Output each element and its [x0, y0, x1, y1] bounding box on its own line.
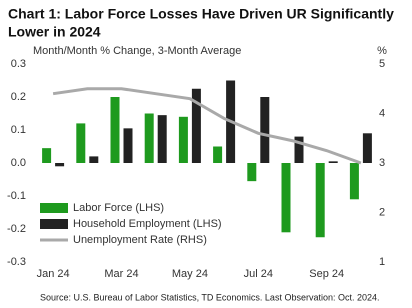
bar: [144, 113, 154, 163]
y-tick-label: 0.1: [11, 124, 26, 136]
bar: [55, 163, 65, 167]
legend-label: Labor Force (LHS): [73, 202, 164, 214]
chart-title: Chart 1: Labor Force Losses Have Driven …: [8, 6, 394, 22]
y-tick-label: -0.3: [7, 256, 26, 268]
x-tick-label: Jul 24: [244, 268, 273, 280]
x-tick-label: Jan 24: [37, 268, 70, 280]
y2-unit: %: [377, 45, 387, 57]
bar: [89, 156, 99, 163]
y-tick-label: 0.0: [11, 157, 26, 169]
legend-label: Household Employment (LHS): [73, 218, 222, 230]
bar: [123, 128, 133, 163]
bar: [213, 146, 223, 163]
line: [52, 87, 362, 165]
bar: [178, 116, 188, 163]
x-tick-label: Sep 24: [309, 268, 344, 280]
legend-label: Unemployment Rate (RHS): [73, 234, 207, 246]
y-tick-label: -0.2: [7, 223, 26, 235]
legend-swatch: [40, 203, 68, 213]
bar: [42, 148, 52, 163]
bar: [362, 133, 372, 163]
source: Source: U.S. Bureau of Labor Statistics,…: [40, 292, 380, 302]
legend-swatch: [40, 219, 68, 229]
y2-tick-label: 2: [379, 206, 385, 218]
subtitle: Month/Month % Change, 3-Month Average: [33, 45, 241, 57]
x-tick-label: Mar 24: [104, 268, 138, 280]
bar: [110, 97, 120, 163]
bar: [247, 163, 257, 182]
y-tick-label: -0.1: [7, 190, 26, 202]
y-tick-label: 0.2: [11, 91, 26, 103]
bar: [328, 161, 338, 163]
y-tick-label: 0.3: [11, 58, 26, 70]
y2-tick-label: 1: [379, 256, 385, 268]
bar: [191, 88, 201, 163]
bar: [281, 163, 291, 233]
bar: [315, 163, 325, 238]
bar: [157, 115, 167, 163]
x-tick-label: May 24: [172, 268, 208, 280]
bar: [260, 97, 270, 163]
bar: [76, 123, 86, 163]
bar: [294, 136, 304, 163]
bar: [349, 163, 359, 200]
chart-title: Lower in 2024: [8, 24, 101, 40]
y2-tick-label: 3: [379, 157, 385, 169]
y2-tick-label: 5: [379, 58, 385, 70]
y2-tick-label: 4: [379, 107, 385, 119]
